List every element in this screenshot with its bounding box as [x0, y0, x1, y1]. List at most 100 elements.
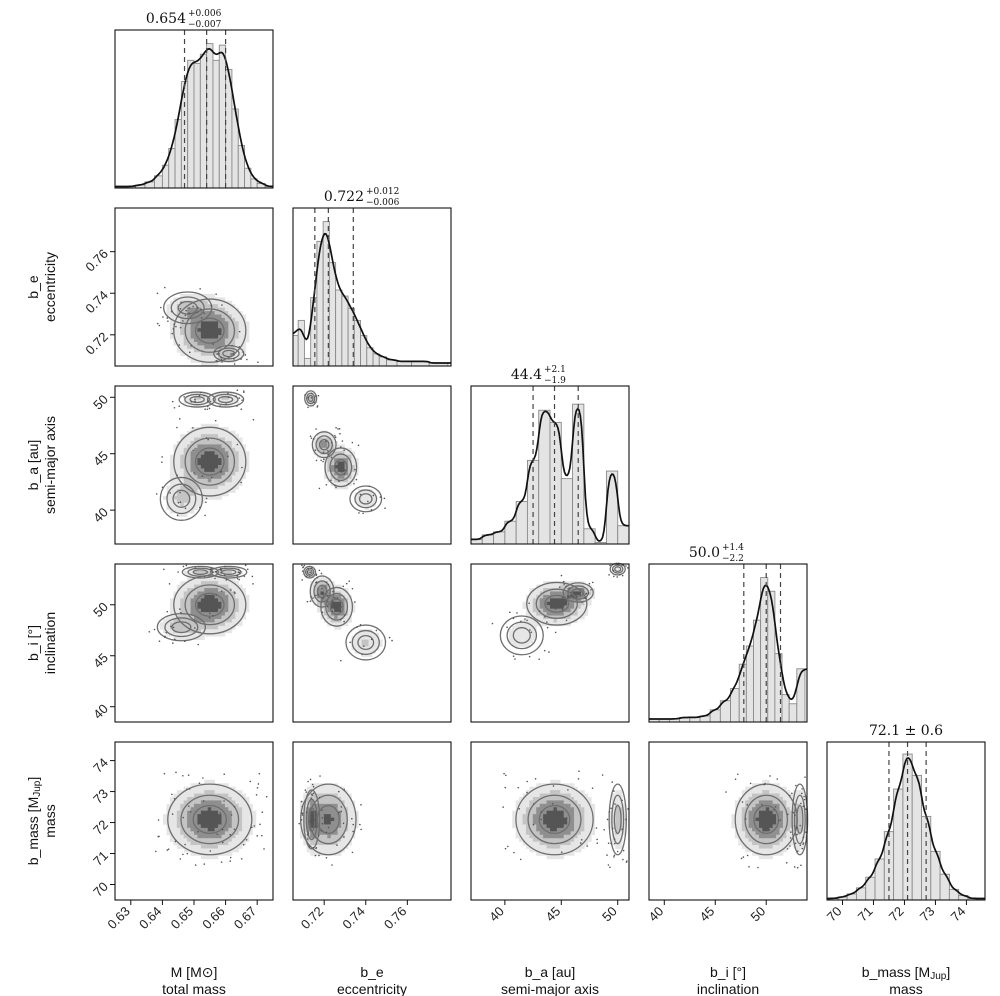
density-cell	[327, 783, 332, 788]
sample-point	[509, 611, 511, 614]
density-cell	[194, 807, 198, 812]
density-cell	[176, 817, 181, 822]
density-cell	[330, 790, 335, 794]
sample-point	[526, 780, 528, 783]
density-cell	[228, 345, 233, 350]
density-cell	[765, 779, 770, 784]
density-cell	[235, 827, 240, 832]
density-cell	[330, 447, 335, 452]
contour-line	[300, 783, 357, 856]
density-cell	[207, 827, 212, 832]
density-cell	[543, 821, 547, 825]
density-cell	[214, 625, 219, 630]
density-cell	[224, 482, 229, 487]
density-cell	[560, 845, 565, 849]
density-cell	[166, 495, 171, 500]
density-cell	[608, 810, 613, 815]
density-cell	[211, 615, 216, 620]
density-cell	[351, 461, 356, 466]
density-cell	[190, 355, 195, 360]
density-cell	[245, 331, 250, 336]
density-cell	[536, 845, 541, 849]
density-cell	[313, 437, 318, 442]
density-cell	[354, 632, 359, 637]
density-cell	[214, 338, 219, 343]
sample-point	[172, 328, 175, 330]
density-cell	[235, 831, 240, 836]
density-cell	[176, 810, 181, 815]
sample-point	[790, 831, 792, 833]
density-cell	[176, 827, 181, 832]
density-cell	[762, 827, 767, 832]
sample-point	[746, 854, 749, 857]
density-cell	[372, 492, 376, 497]
density-cell	[204, 817, 209, 822]
density-cell	[765, 786, 770, 791]
density-cell	[786, 814, 791, 818]
density-cell	[166, 307, 171, 312]
density-cell	[207, 814, 212, 818]
density-cell	[618, 834, 623, 839]
density-cell	[550, 790, 554, 794]
density-cell	[344, 475, 349, 480]
sample-point	[229, 833, 232, 836]
density-cell	[519, 821, 523, 825]
density-cell	[214, 807, 219, 812]
sample-point	[306, 571, 309, 573]
density-cell	[522, 831, 527, 836]
density-cell	[341, 444, 345, 449]
density-cell	[741, 790, 746, 794]
density-cell	[570, 594, 575, 599]
density-cell	[591, 827, 596, 832]
sample-point	[342, 585, 345, 588]
density-cell	[180, 581, 185, 586]
density-cell	[194, 570, 198, 575]
density-cell	[190, 502, 195, 507]
density-cell	[224, 307, 229, 312]
density-cell	[512, 824, 517, 829]
density-cell	[194, 783, 198, 788]
density-cell	[543, 810, 547, 815]
density-cell	[758, 800, 763, 805]
density-cell	[169, 834, 174, 839]
density-cell	[515, 824, 520, 829]
hist-bar	[788, 703, 798, 723]
sample-point	[356, 626, 358, 628]
density-cell	[748, 841, 753, 846]
density-cell	[539, 618, 544, 623]
title-minus: −2.2	[722, 554, 744, 564]
density-cell	[228, 581, 233, 586]
density-cell	[553, 615, 558, 620]
density-cell	[368, 649, 373, 654]
density-cell	[231, 800, 236, 805]
density-cell	[789, 834, 794, 839]
density-cell	[204, 821, 209, 825]
density-cell	[618, 800, 623, 805]
density-cell	[183, 307, 188, 312]
density-cell	[803, 827, 808, 832]
density-cell	[310, 845, 315, 849]
sample-point	[315, 428, 317, 430]
density-cell	[347, 834, 352, 839]
density-cell	[570, 851, 575, 856]
density-cell	[615, 838, 620, 843]
density-cell	[323, 796, 328, 801]
density-cell	[224, 475, 229, 480]
density-cell	[207, 451, 212, 456]
density-cell	[337, 790, 342, 794]
density-cell	[204, 338, 209, 343]
hist-panel-b_mass: 72.1 ± 0.6	[826, 723, 986, 901]
density-cell	[570, 796, 575, 801]
sample-point	[236, 405, 238, 407]
density-cell	[567, 800, 572, 805]
sample-point	[317, 834, 320, 837]
density-cell	[550, 783, 554, 788]
density-cell	[580, 800, 585, 805]
sample-point	[214, 571, 217, 573]
y-tick-label: 40	[90, 701, 111, 722]
density-cell	[211, 362, 216, 367]
density-cell	[525, 790, 530, 794]
density-cell	[361, 502, 366, 507]
sample-point	[175, 325, 177, 328]
density-cell	[317, 790, 321, 794]
